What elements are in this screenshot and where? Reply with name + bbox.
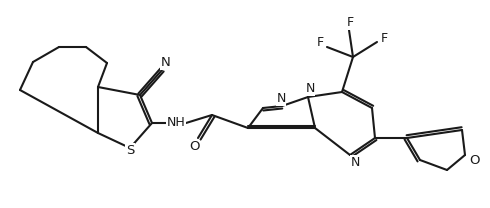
Text: N: N <box>161 57 171 69</box>
Text: O: O <box>189 140 199 154</box>
Text: F: F <box>346 16 354 30</box>
Text: N: N <box>276 93 286 105</box>
Text: F: F <box>380 31 388 45</box>
Text: F: F <box>317 36 323 50</box>
Text: O: O <box>469 154 479 166</box>
Text: N: N <box>305 83 315 95</box>
Text: N: N <box>350 156 360 168</box>
Text: S: S <box>126 144 134 156</box>
Text: NH: NH <box>167 116 185 130</box>
